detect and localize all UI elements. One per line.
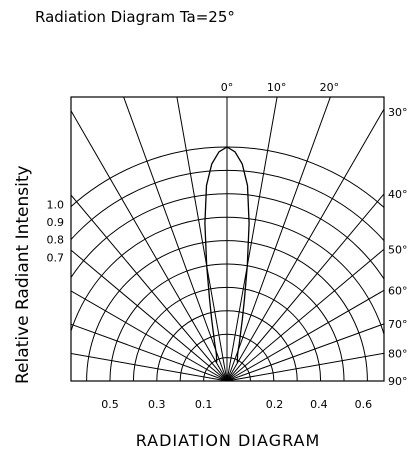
bottom-left-label: 0.3	[148, 398, 166, 411]
angle-spoke	[226, 248, 384, 381]
angle-spoke	[71, 109, 228, 381]
angle-spoke	[123, 97, 228, 381]
angle-label-right: 90°	[388, 375, 408, 388]
angle-label-right: 40°	[388, 188, 408, 201]
angle-label-right: 60°	[388, 284, 408, 297]
radiation-curve-line	[204, 146, 250, 363]
bottom-right-label: 0.4	[310, 398, 328, 411]
angle-spoke	[71, 290, 228, 381]
angle-spoke	[71, 352, 228, 381]
angle-spoke	[226, 108, 384, 381]
angle-label-right: 80°	[388, 347, 408, 360]
left-scale-label: 0.7	[47, 251, 65, 264]
left-scale-label: 0.8	[47, 234, 65, 247]
tick-labels: 1.0 0.9 0.8 0.7 0.5 0.3 0.1 0.2 0.4 0.6 0° 10° 20° 30…	[47, 81, 408, 411]
angle-spoke	[226, 352, 384, 381]
angle-label-top: 10°	[267, 81, 287, 94]
bottom-right-label: 0.6	[355, 398, 373, 411]
angle-spoke	[226, 289, 384, 381]
angle-spoke	[71, 249, 228, 381]
y-axis-label: Relative Radiant Intensity	[13, 165, 33, 384]
bottom-left-label: 0.1	[195, 398, 213, 411]
angle-label-top: 20°	[320, 81, 340, 94]
grid-lines	[71, 97, 384, 381]
left-scale-label: 0.9	[47, 216, 65, 229]
angle-spoke	[71, 323, 228, 381]
bottom-left-label: 0.5	[101, 398, 119, 411]
chart-title: Radiation Diagram Ta=25°	[35, 8, 235, 26]
radiation-curve	[204, 146, 250, 363]
angle-spoke	[226, 193, 384, 381]
angle-label-right: 30°	[388, 106, 408, 119]
angle-spoke	[226, 97, 278, 381]
angle-label-right: 70°	[388, 318, 408, 331]
angle-spoke	[176, 97, 228, 381]
angle-spoke	[226, 97, 331, 381]
polar-grid	[70, 96, 385, 382]
x-axis-label: RADIATION DIAGRAM	[136, 431, 321, 450]
angle-spoke	[226, 323, 384, 381]
angle-label-right: 50°	[388, 243, 408, 256]
angle-spoke	[71, 194, 228, 381]
angle-label-top: 0°	[221, 81, 234, 94]
bottom-right-label: 0.2	[266, 398, 284, 411]
left-scale-label: 1.0	[47, 198, 65, 211]
